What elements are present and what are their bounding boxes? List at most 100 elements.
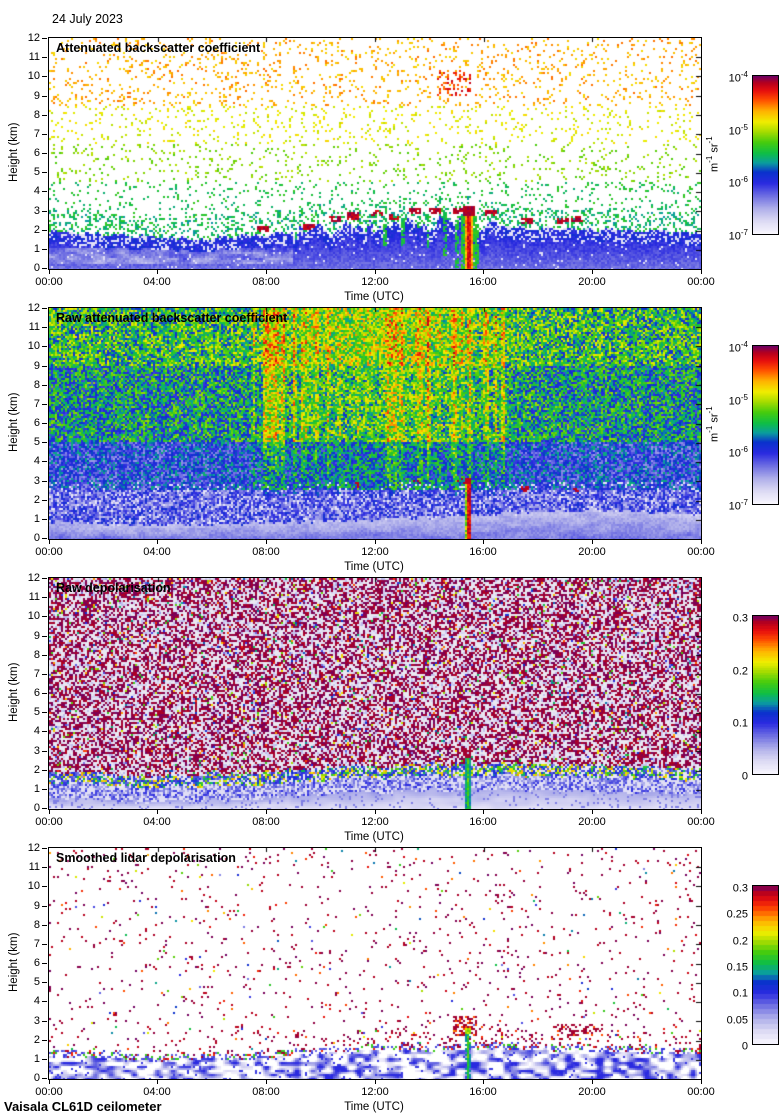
colorbar-tick-base: 0 xyxy=(741,1040,748,1053)
x-tick-mark xyxy=(701,810,702,814)
y-tick-mark xyxy=(42,616,47,617)
colorbar-tick-label: 10-5 xyxy=(698,391,748,409)
x-tick-mark xyxy=(266,1080,267,1084)
x-tick-mark xyxy=(592,270,593,274)
y-tick-mark xyxy=(42,191,47,192)
x-tick-mark xyxy=(157,1080,158,1084)
x-tick-mark xyxy=(49,1080,50,1084)
y-tick-label: 2 xyxy=(33,764,40,776)
colorbar-tick-label: 10-6 xyxy=(698,173,748,191)
unit-exponent: -1 xyxy=(705,406,714,414)
y-tick-mark xyxy=(42,751,47,752)
y-tick-mark xyxy=(42,925,47,926)
y-tick-label: 0 xyxy=(33,1072,40,1084)
panel-1-heatmap xyxy=(48,37,702,270)
y-tick-label: 3 xyxy=(33,205,40,217)
x-axis-label: Time (UTC) xyxy=(344,1101,404,1113)
colorbar-tick-label: 0.1 xyxy=(698,983,748,1001)
y-tick-label: 7 xyxy=(33,938,40,950)
y-tick-mark xyxy=(42,963,47,964)
unit-base: sr xyxy=(708,413,721,426)
y-tick-label: 0 xyxy=(33,262,40,274)
x-axis-label: Time (UTC) xyxy=(344,561,404,573)
y-tick-label: 11 xyxy=(28,321,40,333)
y-tick-label: 6 xyxy=(33,687,40,699)
x-tick-mark xyxy=(375,270,376,274)
y-tick-mark xyxy=(42,597,47,598)
y-tick-mark xyxy=(42,636,47,637)
colorbar-tick-label: 10-7 xyxy=(698,226,748,244)
x-tick-label: 20:00 xyxy=(578,546,606,558)
x-tick-mark xyxy=(157,810,158,814)
unit-base: sr xyxy=(708,143,721,156)
y-tick-label: 1 xyxy=(33,783,40,795)
colorbar-tick-exponent: -6 xyxy=(740,445,748,454)
x-tick-label: 20:00 xyxy=(578,816,606,828)
colorbar-tick-base: 0.05 xyxy=(726,1014,748,1027)
panel-3-title: Raw depolarisation xyxy=(56,581,171,595)
unit-exponent: -1 xyxy=(705,425,714,433)
y-tick-label: 6 xyxy=(33,957,40,969)
x-tick-mark xyxy=(157,540,158,544)
colorbar-tick-exponent: -7 xyxy=(740,498,748,507)
y-tick-label: 3 xyxy=(33,1015,40,1027)
colorbar-tick-base: 10 xyxy=(728,177,741,190)
colorbar-tick-label: 10-4 xyxy=(698,68,748,86)
colorbar-unit-label: m-1 sr-1 xyxy=(703,345,721,503)
y-tick-mark xyxy=(42,346,47,347)
colorbar-1 xyxy=(752,75,779,235)
x-tick-label: 08:00 xyxy=(252,276,280,288)
colorbar-tick-base: 10 xyxy=(728,230,741,243)
y-tick-label: 5 xyxy=(33,166,40,178)
y-tick-mark xyxy=(42,76,47,77)
x-tick-label: 00:00 xyxy=(35,1086,63,1098)
y-tick-label: 2 xyxy=(33,224,40,236)
y-tick-label: 6 xyxy=(33,147,40,159)
y-tick-label: 0 xyxy=(33,532,40,544)
colorbar-tick-label: 10-4 xyxy=(698,338,748,356)
colorbar-tick-label: 10-6 xyxy=(698,443,748,461)
x-tick-label: 08:00 xyxy=(252,816,280,828)
y-tick-label: 1 xyxy=(33,513,40,525)
colorbar-tick-base: 0 xyxy=(741,770,748,783)
y-tick-label: 4 xyxy=(33,455,40,467)
y-tick-label: 0 xyxy=(33,802,40,814)
y-tick-label: 10 xyxy=(27,340,40,352)
y-tick-label: 7 xyxy=(33,398,40,410)
colorbar-tick-label: 0.05 xyxy=(698,1010,748,1028)
y-tick-mark xyxy=(42,693,47,694)
y-tick-mark xyxy=(42,385,47,386)
x-tick-label: 20:00 xyxy=(578,276,606,288)
x-tick-mark xyxy=(266,270,267,274)
y-tick-label: 11 xyxy=(28,51,40,63)
unit-base: m xyxy=(708,162,721,172)
unit-exponent: -1 xyxy=(705,155,714,163)
colorbar-tick-label: 0.3 xyxy=(698,878,748,896)
colorbar-tick-base: 10 xyxy=(728,395,741,408)
x-tick-mark xyxy=(266,810,267,814)
colorbar-tick-base: 0.2 xyxy=(732,665,748,678)
x-tick-label: 08:00 xyxy=(252,1086,280,1098)
y-tick-label: 8 xyxy=(33,919,40,931)
unit-exponent: -1 xyxy=(705,136,714,144)
x-tick-label: 00:00 xyxy=(35,816,63,828)
colorbar-tick-label: 0.1 xyxy=(698,713,748,731)
y-tick-mark xyxy=(42,38,47,39)
y-tick-label: 4 xyxy=(33,725,40,737)
x-tick-mark xyxy=(483,540,484,544)
unit-base: m xyxy=(708,432,721,442)
x-tick-label: 16:00 xyxy=(469,1086,497,1098)
y-tick-mark xyxy=(42,982,47,983)
y-tick-mark xyxy=(42,808,47,809)
y-tick-label: 3 xyxy=(33,745,40,757)
y-tick-mark xyxy=(42,906,47,907)
colorbar-tick-exponent: -5 xyxy=(740,393,748,402)
y-tick-label: 4 xyxy=(33,995,40,1007)
x-tick-label: 04:00 xyxy=(143,546,171,558)
y-tick-mark xyxy=(42,1078,47,1079)
y-tick-label: 9 xyxy=(33,90,40,102)
y-tick-mark xyxy=(42,712,47,713)
y-tick-label: 8 xyxy=(33,379,40,391)
y-tick-mark xyxy=(42,230,47,231)
x-tick-mark xyxy=(701,270,702,274)
